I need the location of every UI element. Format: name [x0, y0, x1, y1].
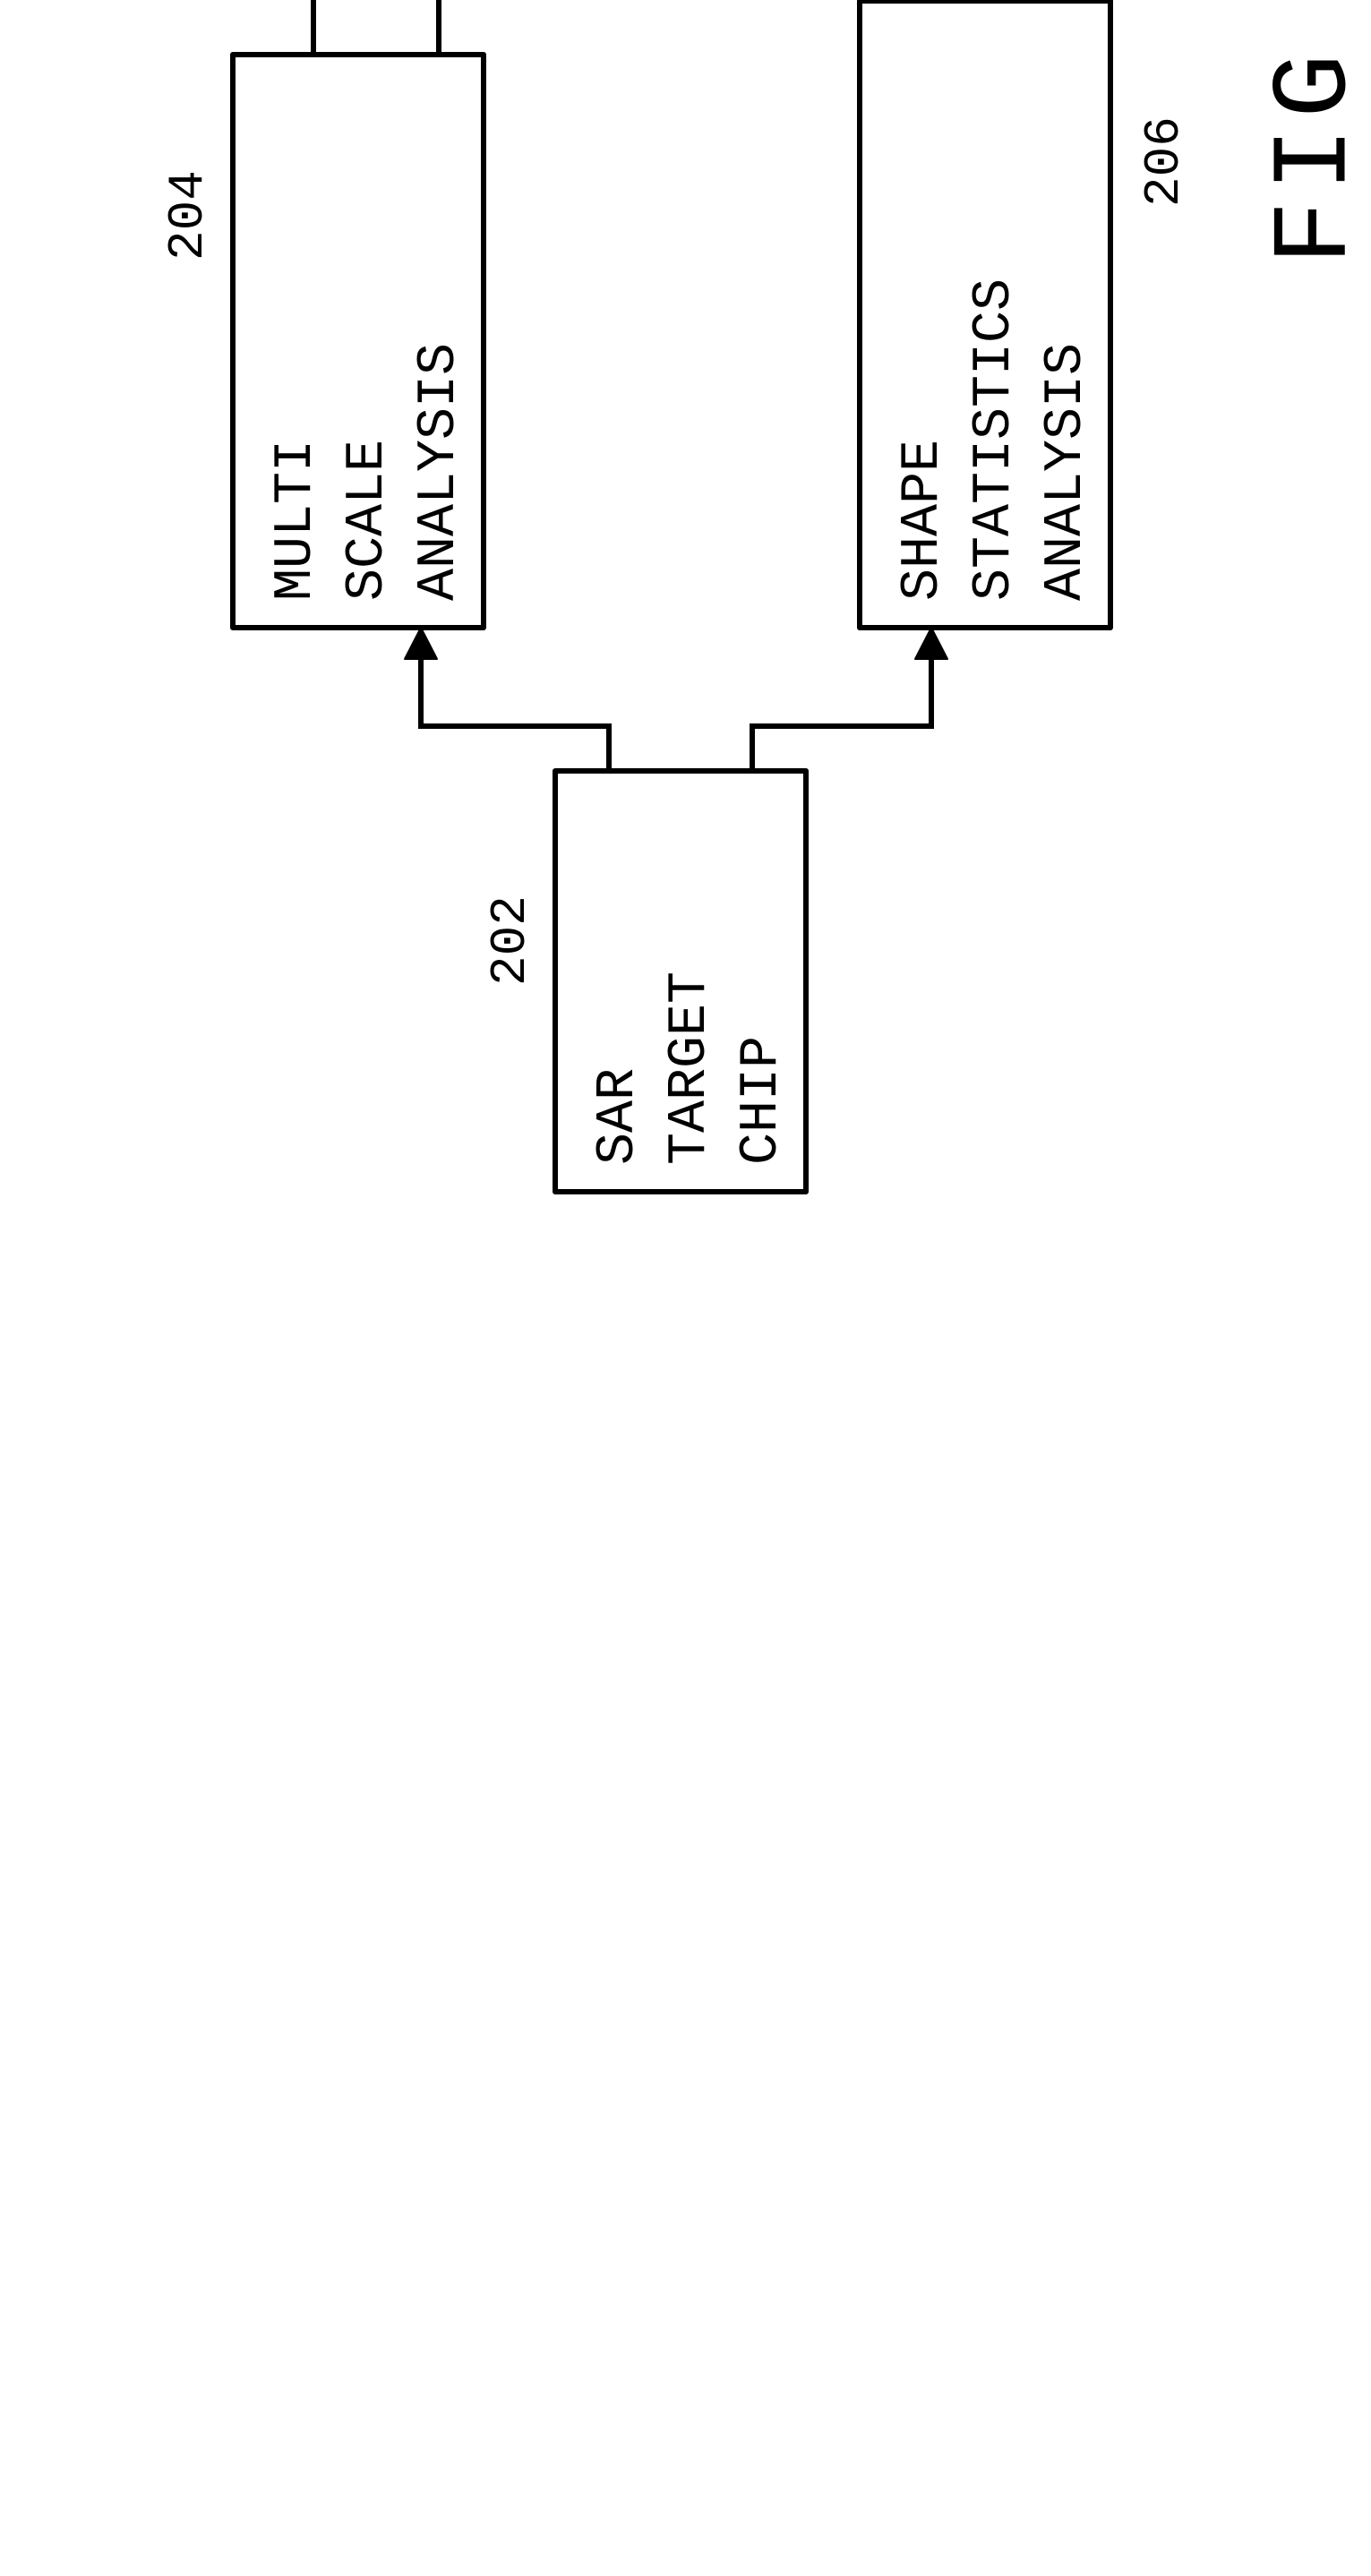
sar-line-2: CHIP [732, 1036, 793, 1165]
multi-line-1: SCALE [338, 440, 398, 601]
arrow-sar-to-shape [752, 628, 947, 771]
sar-line-1: TARGET [660, 971, 721, 1165]
arrow-multi-to-fusion [439, 0, 519, 55]
shape-line-1: STATISTICS [964, 278, 1025, 601]
figure-caption: FIG 2 [1256, 0, 1371, 265]
shape-line-0: SHAPE [893, 440, 954, 601]
shape-ref-number: 206 [1135, 116, 1193, 207]
multi-line-0: MULTI [266, 440, 327, 601]
arrow-sar-to-multi [405, 628, 609, 771]
multi-ref-number: 204 [159, 170, 217, 261]
block-diagram: SAR TARGET CHIP 202 MULTI SCALE ANALYSIS… [0, 0, 1371, 2576]
sar-line-0: SAR [588, 1068, 649, 1165]
shape-line-2: ANALYSIS [1036, 343, 1097, 601]
multi-line-2: ANALYSIS [409, 343, 470, 601]
sar-ref-number: 202 [482, 895, 539, 986]
arrow-multi-to-classification [297, 0, 330, 55]
